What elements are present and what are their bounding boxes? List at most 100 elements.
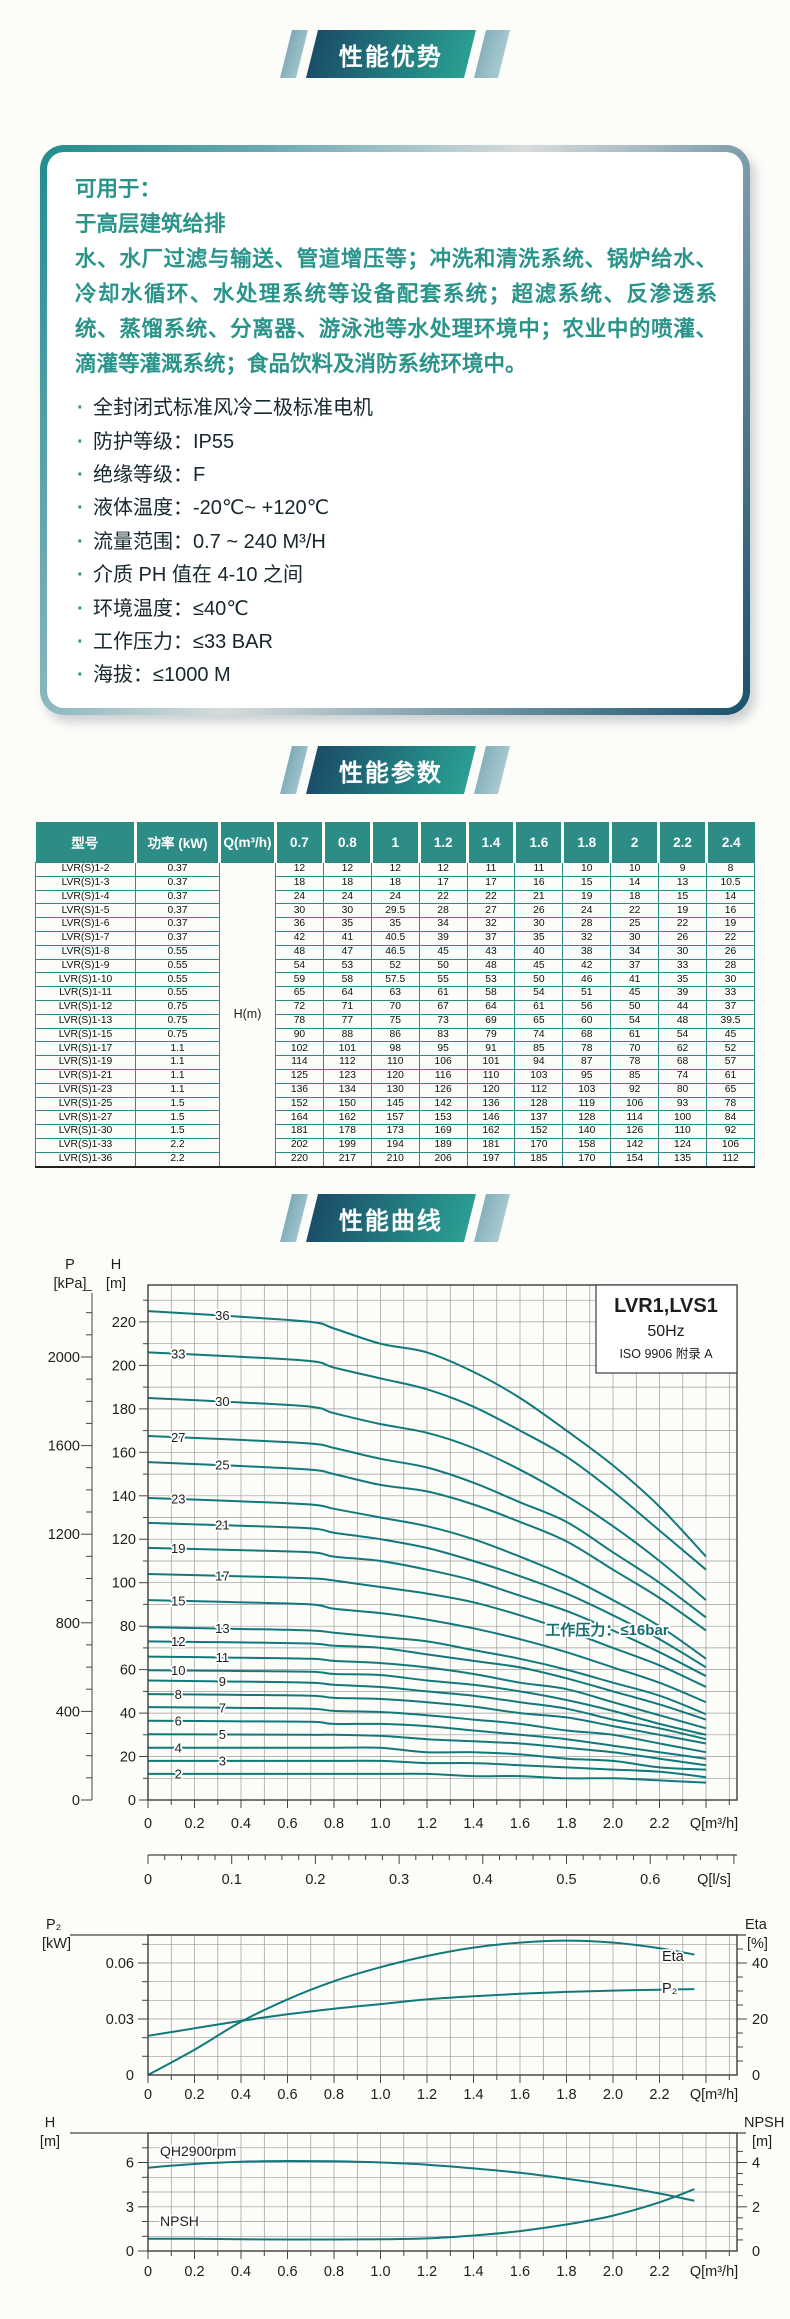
label-npsh: NPSH <box>160 2213 199 2229</box>
head-value-cell: 134 <box>322 1082 372 1098</box>
curve-13 <box>147 1626 707 1716</box>
head-value-cell: 150 <box>322 1096 372 1112</box>
model-cell: LVR(S)1-9 <box>35 958 136 974</box>
head-value-cell: 142 <box>418 1096 468 1112</box>
head-value-cell: 9 <box>658 862 708 877</box>
param-table-header-cell: 1 <box>369 822 420 863</box>
power-cell: 0.55 <box>135 972 220 988</box>
head-value-cell: 217 <box>322 1151 372 1168</box>
head-value-cell: 114 <box>275 1055 324 1070</box>
svg-text:Q[m³/h]: Q[m³/h] <box>690 2264 738 2280</box>
svg-text:0.4: 0.4 <box>473 1872 493 1888</box>
head-value-cell: 153 <box>418 1110 468 1126</box>
head-value-cell: 145 <box>370 1096 420 1112</box>
curve-stage-label: 15 <box>171 1593 185 1608</box>
head-value-cell: 126 <box>418 1082 468 1098</box>
head-value-cell: 13 <box>658 875 708 891</box>
svg-text:1.6: 1.6 <box>510 1816 530 1832</box>
head-value-cell: 41 <box>322 930 372 946</box>
svg-text:100: 100 <box>112 1576 136 1592</box>
head-value-cell: 22 <box>658 917 708 932</box>
curve-21 <box>147 1521 707 1669</box>
head-value-cell: 178 <box>322 1124 372 1139</box>
svg-text:1.4: 1.4 <box>463 2087 483 2103</box>
head-value-cell: 70 <box>370 999 420 1015</box>
head-value-cell: 45 <box>514 958 564 974</box>
head-value-cell: 35 <box>658 972 708 988</box>
chart-p2-eta: 0.06 0.03 0 40 20 0 P₂ [kW] Eta [%] Eta P₂ 0 0.2 0.4 0.… <box>42 1917 768 2103</box>
svg-text:2.0: 2.0 <box>603 2264 623 2280</box>
section-title-curves: 性能曲线 <box>339 1207 443 1235</box>
curves <box>147 1939 695 2076</box>
head-value-cell: 169 <box>418 1124 468 1139</box>
svg-text:2.2: 2.2 <box>649 2087 669 2103</box>
svg-text:1.4: 1.4 <box>463 2264 483 2280</box>
section-header-curves: 性能曲线 <box>0 1194 790 1242</box>
head-value-cell: 77 <box>322 1013 372 1029</box>
head-value-cell: 87 <box>562 1055 612 1070</box>
head-value-cell: 19 <box>706 917 755 932</box>
param-table-row: LVR(S)1-30 1.5 181 178 173 169 162 152 140 126 110… <box>35 1124 755 1139</box>
svg-text:0: 0 <box>128 1793 136 1809</box>
svg-text:60: 60 <box>120 1663 136 1679</box>
svg-text:P₂: P₂ <box>46 1917 61 1933</box>
power-cell: 0.75 <box>135 1013 220 1029</box>
svg-text:0.4: 0.4 <box>231 2087 251 2103</box>
svg-text:0: 0 <box>72 1793 80 1809</box>
head-value-cell: 32 <box>466 917 516 932</box>
spec-item: 绝缘等级：F <box>75 459 717 493</box>
head-value-cell: 61 <box>706 1068 755 1084</box>
head-value-cell: 68 <box>562 1027 612 1043</box>
head-value-cell: 112 <box>322 1055 372 1070</box>
model-cell: LVR(S)1-10 <box>35 972 136 988</box>
head-value-cell: 68 <box>658 1055 708 1070</box>
model-cell: LVR(S)1-12 <box>35 999 136 1015</box>
svg-text:1.0: 1.0 <box>370 1816 390 1832</box>
curve-stage-label: 4 <box>175 1740 182 1755</box>
param-table-header-cell: 功率 (kW) <box>134 822 220 863</box>
chart-subtitle: 50Hz <box>647 1323 684 1340</box>
svg-text:[m]: [m] <box>752 2134 772 2150</box>
head-value-cell: 10 <box>610 862 660 877</box>
head-value-cell: 35 <box>514 930 564 946</box>
param-table-row: LVR(S)1-17 1.1 102 101 98 95 91 85 78 70 62 52 <box>35 1041 755 1057</box>
chart-title: LVR1,LVS1 <box>614 1295 718 1317</box>
header-accent-left <box>280 30 308 78</box>
head-value-cell: 34 <box>610 944 660 960</box>
head-value-cell: 202 <box>275 1137 324 1153</box>
model-cell: LVR(S)1-2 <box>35 862 136 877</box>
head-value-cell: 28 <box>418 903 468 919</box>
head-value-cell: 162 <box>322 1110 372 1126</box>
param-table-body: LVR(S)1-2 0.37 H(m) 12 12 12 12 11 11 10 10 9 8 LVR(S… <box>35 861 755 1168</box>
head-value-cell: 54 <box>610 1013 660 1029</box>
svg-text:0: 0 <box>144 2264 152 2280</box>
head-value-cell: 18 <box>610 889 660 905</box>
head-value-cell: 86 <box>370 1027 420 1043</box>
head-value-cell: 58 <box>466 986 516 1001</box>
power-cell: 2.2 <box>135 1151 220 1168</box>
head-value-cell: 78 <box>706 1096 755 1112</box>
param-table-row: LVR(S)1-4 0.37 24 24 24 22 22 21 19 18 15 14 <box>35 889 755 905</box>
head-value-cell: 39.5 <box>706 1013 755 1029</box>
model-cell: LVR(S)1-15 <box>35 1027 136 1043</box>
svg-text:0.1: 0.1 <box>222 1872 242 1888</box>
head-value-cell: 45 <box>706 1027 755 1043</box>
svg-text:0.2: 0.2 <box>305 1872 325 1888</box>
svg-text:NPSH: NPSH <box>744 2115 784 2131</box>
curve-6 <box>147 1719 707 1760</box>
head-value-cell: 33 <box>658 958 708 974</box>
model-cell: LVR(S)1-6 <box>35 917 136 932</box>
header-accent-right <box>474 30 510 78</box>
head-value-cell: 102 <box>275 1041 324 1057</box>
x-axis-ls <box>147 1854 737 1864</box>
spec-item: 海拔：≤1000 M <box>75 659 717 693</box>
curve-12 <box>147 1640 707 1721</box>
curve-33 <box>147 1351 707 1571</box>
svg-text:200: 200 <box>112 1358 136 1374</box>
svg-text:0.4: 0.4 <box>231 2264 251 2280</box>
svg-text:1.8: 1.8 <box>556 1816 576 1832</box>
curve-7 <box>147 1706 707 1754</box>
y-ticks <box>138 1943 747 2062</box>
model-cell: LVR(S)1-21 <box>35 1068 136 1084</box>
